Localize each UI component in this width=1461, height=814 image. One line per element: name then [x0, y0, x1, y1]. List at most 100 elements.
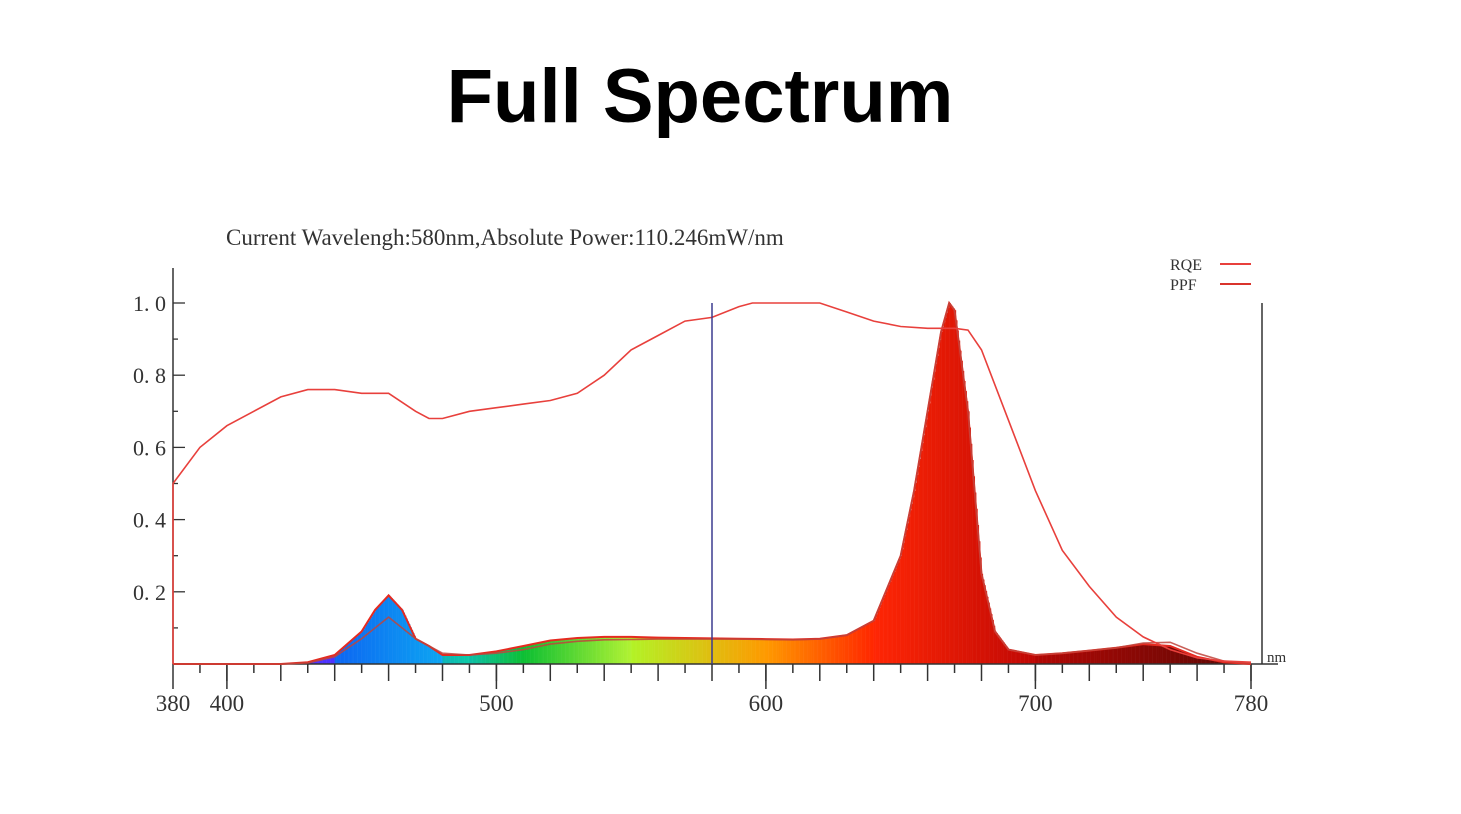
spectrum-bar [694, 638, 697, 664]
spectrum-bar [962, 370, 965, 664]
spectrum-bar [536, 643, 539, 664]
spectrum-bar [589, 637, 591, 664]
spectrum-bar [623, 636, 625, 664]
spectrum-bar [492, 651, 494, 664]
spectrum-bar [752, 638, 755, 664]
spectrum-bar [325, 657, 327, 664]
spectrum-bar [407, 621, 410, 664]
spectrum-bar [813, 638, 815, 664]
spectrum-bar [1062, 653, 1064, 664]
spectrum-bar [338, 651, 341, 664]
spectrum-bar [1032, 654, 1035, 664]
spectrum-bar [844, 635, 846, 664]
spectrum-bar [795, 639, 798, 664]
x-tick-label: 380 [156, 691, 191, 716]
spectrum-bar [942, 327, 945, 664]
spectrum-bar [768, 639, 771, 664]
spectrum-bar [1090, 650, 1093, 664]
spectrum-bar [462, 654, 465, 664]
spectrum-bar [423, 643, 426, 664]
spectrum-bar [823, 638, 826, 664]
spectrum-bar [654, 637, 656, 664]
spectrum-bar [678, 637, 680, 664]
spectrum-bar [429, 645, 431, 664]
spectrum-bar [1190, 654, 1192, 664]
spectrum-bar [1187, 652, 1190, 664]
spectrum-bar [845, 635, 847, 664]
spectrum-bar [639, 637, 641, 664]
spectrum-bar [1211, 659, 1214, 664]
spectrum-bar [773, 639, 776, 664]
spectrum-bar [1129, 645, 1132, 664]
spectrum-bar [581, 637, 583, 664]
spectrum-bar [1184, 651, 1187, 664]
spectrum-bar [662, 637, 664, 664]
spectrum-bar [778, 639, 780, 664]
spectrum-bar [592, 637, 594, 664]
spectrum-bar [550, 640, 552, 664]
spectrum-bar [976, 508, 978, 664]
spectrum-bar [1043, 654, 1046, 664]
spectrum-bar [759, 639, 761, 664]
spectrum-bar [571, 638, 574, 664]
spectrum-bar [786, 639, 788, 664]
spectrum-bar [516, 647, 519, 664]
spectrum-bar [885, 591, 888, 664]
spectrum-bar [511, 648, 513, 664]
spectrum-bar [504, 649, 507, 664]
legend-rqe-label: RQE [1170, 257, 1202, 274]
spectrum-bar [557, 639, 559, 664]
spectrum-bar [996, 633, 998, 664]
spectrum-bar [481, 653, 484, 664]
spectrum-bar [732, 638, 734, 664]
spectrum-bar [744, 638, 746, 664]
spectrum-bar [443, 654, 446, 664]
spectrum-bar [1120, 647, 1122, 664]
spectrum-bar [1121, 647, 1124, 664]
spectrum-bar [842, 635, 845, 664]
series-lines [172, 300, 1252, 665]
spectrum-bar [821, 638, 823, 664]
spectrum-bar [330, 656, 333, 664]
spectrum-bar [679, 637, 682, 664]
spectrum-bar [582, 637, 585, 664]
spectrum-bar [1097, 649, 1099, 664]
spectrum-bar [1074, 652, 1077, 664]
spectrum-bar [663, 637, 666, 664]
spectrum-bar [590, 637, 593, 664]
spectrum-bar [899, 558, 901, 664]
spectrum-bar [1125, 646, 1128, 664]
spectrum-bar [676, 637, 679, 664]
spectrum-bar [1009, 649, 1012, 664]
spectrum-bar [763, 639, 765, 664]
spectrum-bar [658, 637, 660, 664]
spectrum-bar [468, 654, 470, 664]
spectrum-bar [1001, 640, 1004, 664]
spectrum-bar [357, 635, 360, 664]
spectrum-bar [1152, 644, 1155, 664]
spectrum-bar [892, 575, 895, 664]
spectrum-bar [707, 638, 710, 664]
spectrum-bar [586, 637, 589, 664]
spectrum-bar [1078, 651, 1081, 664]
spectrum-bar [519, 646, 521, 664]
spectrum-bar [984, 585, 986, 664]
spectrum-bar [959, 350, 962, 664]
spectrum-bar [1058, 653, 1060, 664]
spectrum-bar [712, 638, 714, 664]
spectrum-bar [947, 307, 950, 664]
spectrum-bar [450, 654, 453, 664]
spectrum-bar [1027, 653, 1029, 664]
spectrum-bar [973, 476, 976, 664]
spectrum-bar [606, 636, 609, 664]
spectrum-bar [951, 306, 954, 664]
spectrum-bar [470, 654, 473, 664]
spectrum-bar [915, 482, 918, 664]
spectrum-bar [767, 639, 769, 664]
spectrum-bar [788, 639, 791, 664]
spectrum-bar [447, 654, 450, 664]
spectrum-bar [1159, 645, 1161, 664]
spectrum-bar [367, 622, 369, 664]
x-tick-label: 700 [1018, 691, 1053, 716]
spectrum-bar [897, 562, 900, 664]
